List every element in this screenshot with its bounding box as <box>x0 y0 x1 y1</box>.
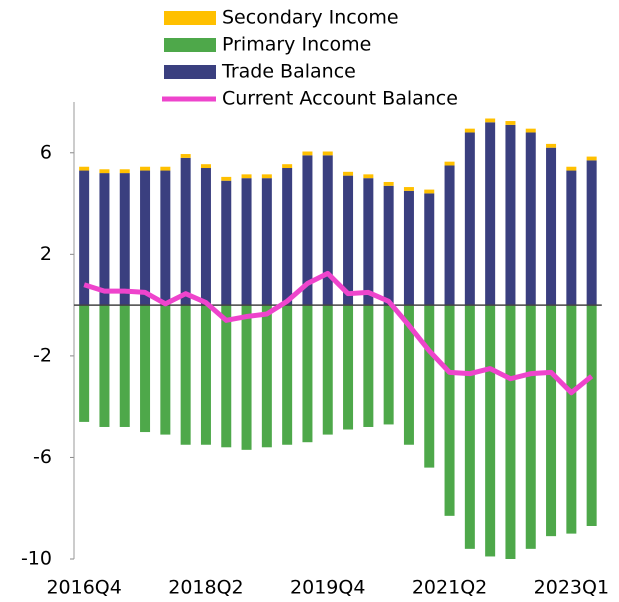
bar <box>282 168 293 306</box>
bar <box>180 157 191 306</box>
x-tick-label: 2019Q4 <box>290 577 365 599</box>
bar <box>140 170 151 306</box>
bar <box>160 170 171 306</box>
bar <box>241 305 252 450</box>
bar <box>586 160 597 306</box>
bar <box>383 305 394 425</box>
bar <box>282 305 293 445</box>
bar <box>241 178 252 306</box>
bar <box>221 180 232 306</box>
bar <box>282 164 293 169</box>
bar <box>566 170 577 306</box>
bar <box>403 305 414 445</box>
legend-label: Secondary Income <box>222 7 399 29</box>
legend-label: Trade Balance <box>221 61 356 83</box>
bar <box>485 305 496 557</box>
bar <box>586 305 597 526</box>
bar <box>505 124 516 306</box>
bar <box>403 190 414 306</box>
bar <box>302 305 313 443</box>
bar <box>586 156 597 161</box>
bar <box>180 305 191 445</box>
bar <box>140 305 151 433</box>
bar <box>444 165 455 306</box>
bar <box>444 161 455 166</box>
bar <box>119 173 130 306</box>
x-tick-label: 2016Q4 <box>46 577 121 599</box>
x-tick-label: 2021Q2 <box>412 577 487 599</box>
y-tick-label: 2 <box>40 243 52 265</box>
y-tick-label: 6 <box>40 141 52 163</box>
bar <box>424 189 435 194</box>
bar <box>546 147 557 306</box>
bar <box>79 166 90 171</box>
bar <box>261 305 272 448</box>
bar <box>343 171 354 176</box>
legend-swatch <box>164 11 216 25</box>
bar <box>566 305 577 534</box>
bar <box>221 176 232 181</box>
bar <box>261 178 272 306</box>
legend-swatch <box>164 65 216 79</box>
bar <box>79 170 90 306</box>
bar <box>383 181 394 186</box>
bar <box>525 305 536 549</box>
bar <box>566 166 577 171</box>
bar <box>99 305 110 427</box>
bar <box>79 305 90 422</box>
bar <box>99 173 110 306</box>
bar <box>119 169 130 174</box>
bar <box>200 305 211 445</box>
bar <box>343 305 354 430</box>
bar <box>200 168 211 306</box>
bar <box>302 151 313 156</box>
bar <box>505 121 516 125</box>
bar <box>180 154 191 158</box>
bar <box>505 305 516 559</box>
bar <box>302 155 313 306</box>
bar <box>546 143 557 148</box>
bar <box>140 166 151 171</box>
bar <box>444 305 455 516</box>
bar <box>383 185 394 306</box>
bar <box>160 166 171 171</box>
bar <box>261 174 272 179</box>
bar <box>200 164 211 169</box>
bar <box>485 118 496 123</box>
bar <box>119 305 130 427</box>
bar <box>322 155 333 306</box>
bar <box>464 128 475 133</box>
bar <box>424 305 435 468</box>
bar <box>343 175 354 306</box>
bar <box>322 151 333 156</box>
bar <box>241 174 252 179</box>
legend-label: Primary Income <box>222 34 371 56</box>
line <box>83 270 594 396</box>
bar <box>546 305 557 537</box>
bar <box>363 305 374 427</box>
y-tick-label: -6 <box>33 446 52 468</box>
bar <box>363 178 374 306</box>
legend-swatch <box>164 38 216 52</box>
bar <box>464 305 475 549</box>
bar <box>363 174 374 179</box>
y-tick-label: -2 <box>33 344 52 366</box>
x-tick-label: 2023Q1 <box>534 577 609 599</box>
y-tick-label: -10 <box>21 548 52 570</box>
bar <box>160 305 171 435</box>
bar <box>322 305 333 435</box>
bar <box>485 122 496 306</box>
x-tick-label: 2018Q2 <box>168 577 243 599</box>
bar <box>403 187 414 191</box>
legend-label: Current Account Balance <box>222 88 458 110</box>
bar <box>525 128 536 133</box>
bar <box>424 193 435 306</box>
bar <box>525 132 536 306</box>
bar <box>221 305 232 448</box>
bar <box>464 132 475 306</box>
bar <box>99 169 110 174</box>
